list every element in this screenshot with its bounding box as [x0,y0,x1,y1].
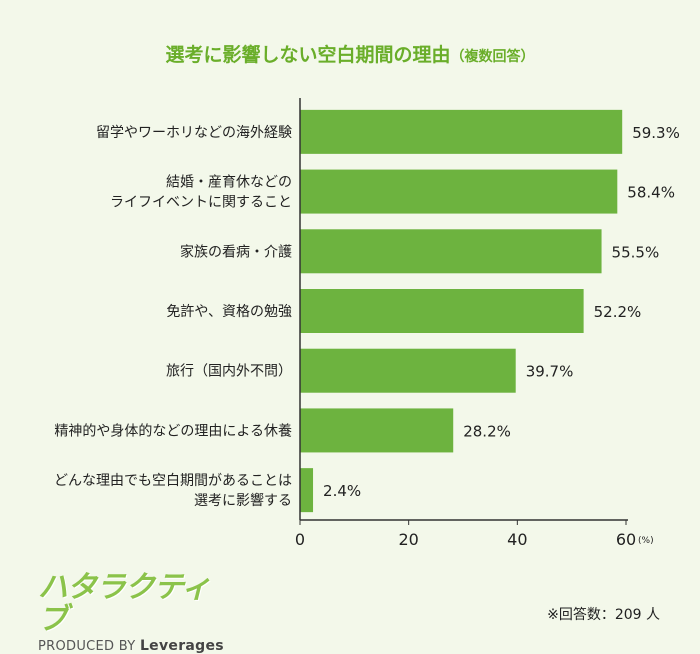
chart-title-main: 選考に影響しない空白期間の理由 [165,44,451,66]
category-label-6: どんな理由でも空白期間があることは選考に影響する [54,473,292,509]
category-label-0: 留学やワーホリなどの海外経験 [96,125,292,141]
logo: ハタラクティブ PRODUCED BY Leverages [38,572,238,654]
value-label-3: 52.2% [594,303,642,321]
value-label-4: 39.7% [526,363,574,381]
value-label-2: 55.5% [612,243,660,261]
x-axis-unit: (%) [638,536,654,546]
bar-4 [300,348,516,393]
value-label-0: 59.3% [632,124,680,142]
chart-title-sub: （複数回答） [450,49,535,65]
bar-5 [300,408,454,453]
x-tick-label-3: 60 [616,530,636,549]
bar-6 [300,468,314,513]
bar-3 [300,289,584,333]
bar-2 [300,229,602,274]
category-label-3: 免許や、資格の勉強 [166,304,292,320]
category-label-5: 精神的や身体的などの理由による休養 [54,422,292,439]
x-tick-label-1: 20 [398,530,418,549]
value-label-6: 2.4% [323,482,361,500]
logo-credit: PRODUCED BY Leverages [38,638,238,654]
produced-by-text: PRODUCED BY [38,639,136,654]
value-label-5: 28.2% [463,422,511,440]
brand-name: Leverages [139,638,224,654]
x-tick-label-0: 0 [295,530,305,549]
bar-1 [300,169,618,214]
x-tick-label-2: 40 [507,530,527,549]
logo-mark: ハタラクティブ [38,570,211,637]
respondent-count-note: ※回答数：209 人 [547,607,660,623]
bar-0 [300,109,623,154]
category-label-2: 家族の看病・介護 [180,243,292,260]
category-label-4: 旅行（国内外不問） [166,364,292,380]
value-label-1: 58.4% [627,184,675,202]
chart-title: 選考に影響しない空白期間の理由（複数回答） [0,40,700,67]
category-label-1: 結婚・産育休などのライフイベントに関すること [110,175,292,211]
